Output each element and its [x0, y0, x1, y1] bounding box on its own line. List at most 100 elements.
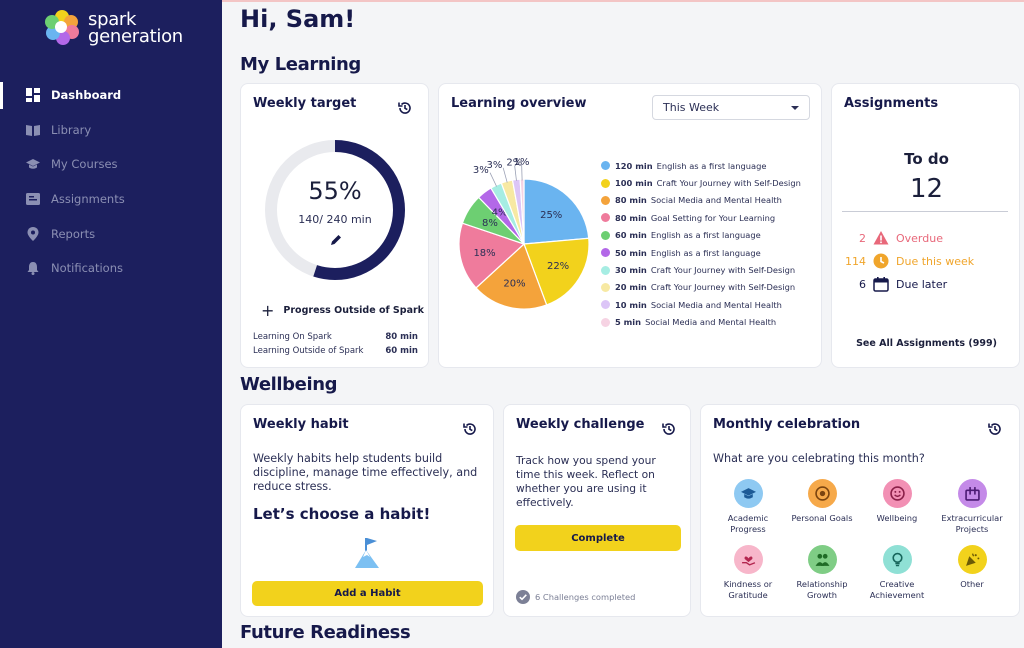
weekly-habit-description: Weekly habits help students build discip… — [253, 452, 478, 493]
add-habit-button[interactable]: Add a Habit — [252, 581, 483, 606]
due-later-row[interactable]: 6 Due later — [832, 276, 1020, 292]
legend-minutes: 10 min — [615, 299, 647, 310]
legend-dot — [601, 317, 610, 327]
due-this-week-row[interactable]: 114 Due this week — [832, 253, 1020, 269]
legend-dot — [601, 300, 610, 310]
dashboard-icon — [26, 88, 40, 103]
spark-generation-logo[interactable]: spark generation — [44, 10, 183, 46]
sidebar-item-assignments[interactable]: Assignments — [0, 182, 222, 217]
history-icon[interactable] — [661, 421, 677, 437]
legend-item: 60 min English as a first language — [601, 227, 801, 244]
legend-minutes: 20 min — [615, 282, 647, 293]
legend-label: English as a first language — [650, 230, 761, 241]
challenges-completed: 6 Challenges completed — [516, 590, 635, 604]
graduation-cap-icon — [26, 157, 40, 171]
sidebar-nav: Dashboard Library My Courses Assignments… — [0, 78, 222, 286]
pie-slice[interactable] — [458, 222, 526, 289]
pie-slice-label: 2% — [506, 158, 522, 169]
celebration-option-label: Academic Progress — [727, 513, 769, 534]
celebration-option-personal-goals[interactable]: Personal Goals — [789, 479, 855, 524]
sidebar-item-my-courses[interactable]: My Courses — [0, 147, 222, 182]
weekly-challenge-card: Weekly challenge Track how you spend you… — [503, 404, 691, 617]
celebration-option-label: Extracurricular Projects — [941, 513, 1003, 534]
legend-item: 20 min Craft Your Journey with Self-Desig… — [601, 279, 801, 296]
celebration-option-label: Kindness or Gratitude — [723, 579, 773, 600]
sidebar-item-notifications[interactable]: Notifications — [0, 251, 222, 286]
row-value: 80 min — [385, 332, 418, 342]
party-icon — [957, 545, 987, 574]
assignment-icon — [26, 192, 40, 206]
sidebar-item-dashboard[interactable]: Dashboard — [0, 78, 222, 113]
pie-slice[interactable] — [475, 242, 548, 310]
pie-slice[interactable] — [523, 178, 590, 245]
sidebar-item-reports[interactable]: Reports — [0, 216, 222, 251]
calendar-icon — [873, 276, 889, 292]
legend-label: Goal Setting for Your Learning — [650, 212, 776, 223]
target-icon — [807, 479, 837, 508]
pie-slice-label: 3% — [487, 160, 503, 171]
legend-item: 5 min Social Media and Mental Health — [601, 314, 801, 331]
celebration-option-extracurricular-projects[interactable]: Extracurricular Projects — [939, 479, 1005, 535]
history-icon[interactable] — [987, 421, 1003, 437]
weekly-target-progress-ring — [265, 140, 405, 280]
celebration-option-wellbeing[interactable]: Wellbeing — [864, 479, 930, 524]
learning-overview-legend: 120 min English as a first language 100 mi… — [601, 157, 801, 331]
pie-slice-label: 20% — [503, 279, 525, 290]
history-icon[interactable] — [462, 421, 478, 437]
legend-dot — [601, 282, 610, 292]
sidebar-item-label: My Courses — [51, 157, 118, 172]
weekly-target-minutes: 140/ 240 min — [298, 213, 372, 226]
celebration-option-creative-achievement[interactable]: Creative Achievement — [864, 545, 930, 601]
legend-item: 80 min Social Media and Mental Health — [601, 192, 801, 209]
edit-pencil-icon[interactable] — [329, 232, 343, 246]
warning-icon — [873, 230, 889, 246]
complete-challenge-button[interactable]: Complete — [515, 525, 681, 551]
celebration-option-label: Creative Achievement — [869, 579, 925, 600]
celebration-option-other[interactable]: Other — [939, 545, 1005, 590]
weekly-target-card: Weekly target 55% 140/ 240 min + Progres… — [240, 83, 429, 368]
see-all-assignments-link[interactable]: See All Assignments (999) — [856, 338, 997, 349]
chevron-down-icon — [791, 106, 799, 110]
celebration-option-relationship-growth[interactable]: Relationship Growth — [789, 545, 855, 601]
assignments-title: Assignments — [844, 96, 939, 111]
learning-overview-title: Learning overview — [451, 96, 587, 111]
challenges-completed-text: 6 Challenges completed — [535, 592, 636, 602]
section-title-my-learning: My Learning — [240, 54, 361, 75]
due-this-week-count: 114 — [845, 254, 866, 268]
legend-minutes: 60 min — [615, 230, 647, 241]
period-select[interactable]: This Week — [652, 95, 810, 120]
overdue-count: 2 — [859, 231, 866, 245]
divider — [842, 211, 1008, 212]
choose-habit-heading: Let’s choose a habit! — [253, 505, 431, 523]
pie-slice-label: 8% — [482, 218, 498, 229]
legend-label: English as a first language — [650, 247, 761, 258]
sidebar-item-library[interactable]: Library — [0, 113, 222, 148]
legend-minutes: 120 min — [615, 160, 653, 171]
pie-leader-line — [514, 165, 517, 181]
pie-slice-label: 3% — [473, 165, 489, 176]
assignments-card: Assignments To do 12 2 Overdue 114 Due t… — [831, 83, 1020, 368]
history-icon[interactable] — [397, 100, 413, 116]
progress-outside-spark-button[interactable]: + Progress Outside of Spark — [261, 302, 424, 318]
due-later-label: Due later — [896, 277, 948, 291]
pie-slice-label: 22% — [547, 261, 569, 272]
row-label: Learning Outside of Spark — [253, 346, 364, 356]
monthly-celebration-title: Monthly celebration — [713, 417, 861, 432]
book-icon — [26, 123, 40, 137]
bell-icon — [26, 261, 40, 276]
pie-slice[interactable] — [523, 237, 590, 306]
overdue-row[interactable]: 2 Overdue — [832, 230, 1020, 246]
row-value: 60 min — [385, 346, 418, 356]
legend-item: 100 min Craft Your Journey with Self-Desi… — [601, 174, 801, 191]
celebration-option-academic-progress[interactable]: Academic Progress — [715, 479, 781, 535]
legend-dot — [601, 161, 610, 171]
legend-minutes: 100 min — [615, 178, 653, 189]
weekly-challenge-title: Weekly challenge — [516, 417, 645, 432]
legend-dot — [601, 248, 610, 258]
due-later-count: 6 — [859, 277, 866, 291]
logo-text-line2: generation — [88, 26, 183, 47]
legend-label: Craft Your Journey with Self-Design — [650, 282, 796, 293]
logo-flower-icon — [44, 10, 80, 46]
sidebar: spark generation Dashboard Library My Co… — [0, 0, 222, 648]
celebration-option-kindness-gratitude[interactable]: Kindness or Gratitude — [715, 545, 781, 601]
